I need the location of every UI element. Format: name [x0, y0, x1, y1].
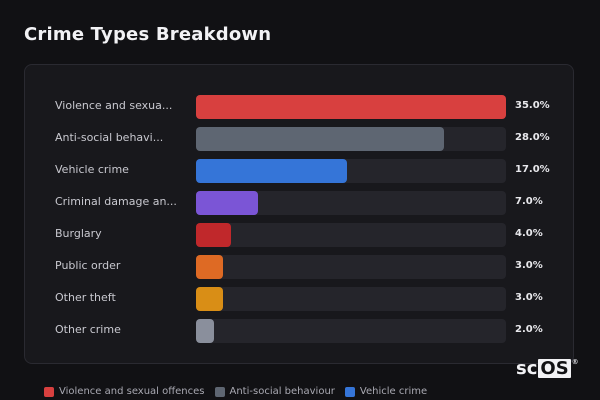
- value-label: 2.0%: [515, 324, 543, 335]
- logo-prefix: sc: [516, 358, 538, 379]
- legend-label: Vehicle crime: [359, 386, 428, 397]
- legend-swatch: [344, 386, 355, 397]
- bar-row: Violence and sexua... 35.0%: [25, 95, 575, 119]
- bar-track: [196, 95, 506, 119]
- bar: [196, 287, 223, 311]
- legend-swatch: [214, 386, 225, 397]
- bar-track: [196, 223, 506, 247]
- logo-registered-mark: ®: [571, 358, 579, 366]
- bar-track: [196, 319, 506, 343]
- scos-logo: sc OS ®: [516, 358, 579, 379]
- bar: [196, 159, 347, 183]
- legend-label: Anti-social behaviour: [229, 386, 335, 397]
- legend-label: Violence and sexual offences: [59, 386, 205, 397]
- chart-title: Crime Types Breakdown: [24, 24, 272, 45]
- bar-track: [196, 255, 506, 279]
- category-label: Criminal damage an...: [55, 195, 177, 208]
- bar: [196, 319, 214, 343]
- value-label: 3.0%: [515, 260, 543, 271]
- bar-row: Burglary 4.0%: [25, 223, 575, 247]
- category-label: Vehicle crime: [55, 163, 129, 176]
- bar: [196, 191, 258, 215]
- value-label: 17.0%: [515, 164, 550, 175]
- category-label: Public order: [55, 259, 121, 272]
- chart-card: Violence and sexua... 35.0% Anti-social be…: [24, 64, 574, 364]
- category-label: Burglary: [55, 227, 102, 240]
- value-label: 3.0%: [515, 292, 543, 303]
- bar-row: Other theft 3.0%: [25, 287, 575, 311]
- chart-legend: Violence and sexual offences Anti-social …: [44, 386, 427, 397]
- legend-item: Vehicle crime: [344, 386, 428, 397]
- value-label: 28.0%: [515, 132, 550, 143]
- bar-track: [196, 191, 506, 215]
- bar-track: [196, 287, 506, 311]
- bar-row: Criminal damage an... 7.0%: [25, 191, 575, 215]
- bar: [196, 223, 232, 247]
- bar-track: [196, 127, 506, 151]
- bar-track: [196, 159, 506, 183]
- bar: [196, 255, 223, 279]
- value-label: 35.0%: [515, 100, 550, 111]
- category-label: Violence and sexua...: [55, 99, 173, 112]
- value-label: 7.0%: [515, 196, 543, 207]
- bar-row: Vehicle crime 17.0%: [25, 159, 575, 183]
- bar-row: Anti-social behavi... 28.0%: [25, 127, 575, 151]
- category-label: Other theft: [55, 291, 116, 304]
- category-label: Other crime: [55, 323, 121, 336]
- bar: [196, 95, 506, 119]
- legend-item: Violence and sexual offences: [44, 386, 205, 397]
- legend-swatch: [44, 386, 54, 397]
- category-label: Anti-social behavi...: [55, 131, 164, 144]
- value-label: 4.0%: [515, 228, 543, 239]
- logo-boxed-text: OS: [538, 358, 571, 379]
- bar: [196, 127, 444, 151]
- bar-row: Other crime 2.0%: [25, 319, 575, 343]
- legend-item: Anti-social behaviour: [214, 386, 335, 397]
- bar-row: Public order 3.0%: [25, 255, 575, 279]
